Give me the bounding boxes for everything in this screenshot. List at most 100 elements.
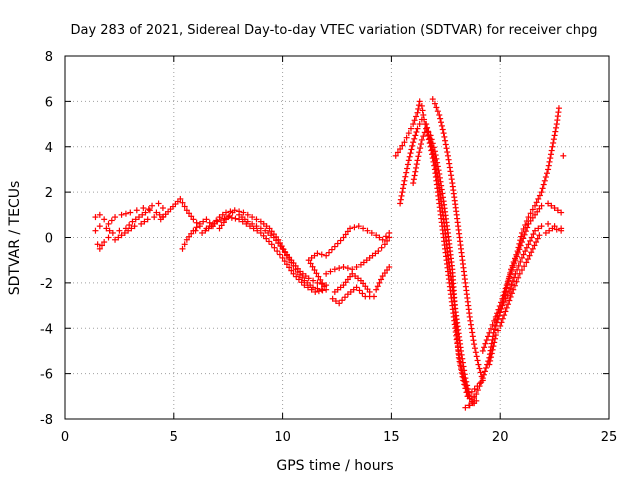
data-point: [317, 276, 324, 283]
data-point: [281, 258, 288, 265]
data-point: [276, 251, 283, 258]
data-point: [434, 163, 441, 170]
data-point: [219, 211, 226, 218]
data-point: [474, 357, 481, 364]
data-point: [476, 383, 483, 390]
data-point: [460, 377, 467, 384]
data-point: [414, 125, 421, 132]
data-point: [458, 351, 465, 358]
data-point: [520, 235, 527, 242]
data-point: [410, 121, 417, 128]
data-point: [479, 347, 486, 354]
data-point: [115, 234, 122, 241]
data-point: [403, 134, 410, 141]
data-point: [424, 124, 431, 131]
data-point: [312, 288, 319, 295]
data-point: [151, 214, 158, 221]
data-point: [360, 225, 367, 232]
data-point: [356, 287, 363, 294]
data-point: [409, 142, 416, 149]
data-point: [216, 225, 223, 232]
data-point: [399, 189, 406, 196]
data-point: [534, 235, 541, 242]
data-point: [553, 124, 560, 131]
data-point: [200, 218, 207, 225]
data-point: [549, 225, 556, 232]
data-point: [301, 282, 308, 289]
data-point: [446, 164, 453, 171]
data-point: [444, 152, 451, 159]
data-point: [531, 242, 538, 249]
data-point: [560, 152, 567, 159]
data-point: [473, 391, 480, 398]
data-point: [521, 231, 528, 238]
data-point: [386, 263, 393, 270]
data-point: [373, 232, 380, 239]
data-point: [420, 111, 427, 118]
data-point: [467, 317, 474, 324]
data-point: [374, 283, 381, 290]
data-point: [532, 211, 539, 218]
data-point: [340, 263, 347, 270]
chart-title: Day 283 of 2021, Sidereal Day-to-day VTE…: [70, 23, 597, 38]
data-point: [471, 394, 478, 401]
data-point: [459, 355, 466, 362]
data-point: [221, 215, 228, 222]
data-point: [203, 216, 210, 223]
data-point: [533, 239, 540, 246]
x-tick-label: 0: [61, 430, 69, 445]
data-point: [497, 305, 504, 312]
data-point: [96, 211, 103, 218]
data-point: [415, 153, 422, 160]
data-point: [92, 214, 99, 221]
data-point: [550, 136, 557, 143]
data-point: [193, 224, 200, 231]
data-point: [401, 177, 408, 184]
data-point: [405, 130, 412, 137]
data-point: [397, 196, 404, 203]
data-point: [527, 217, 534, 224]
data-point: [334, 240, 341, 247]
data-point: [217, 217, 224, 224]
data-point: [376, 279, 383, 286]
data-point: [298, 279, 305, 286]
data-point: [429, 96, 436, 103]
data-point: [440, 130, 447, 137]
data-point: [473, 353, 480, 360]
data-point: [419, 107, 426, 114]
data-point: [288, 267, 295, 274]
data-point: [444, 149, 451, 156]
data-point: [359, 290, 366, 297]
data-point: [482, 340, 489, 347]
data-point: [458, 366, 465, 373]
data-point: [485, 333, 492, 340]
data-point: [406, 153, 413, 160]
data-point: [546, 227, 553, 234]
data-point: [523, 259, 530, 266]
data-point: [418, 136, 425, 143]
data-point: [351, 224, 358, 231]
data-point: [533, 199, 540, 206]
data-point: [399, 142, 406, 149]
y-tick-label: -6: [40, 368, 53, 383]
y-tick-label: 4: [45, 141, 53, 156]
data-point: [529, 214, 536, 221]
data-point: [253, 216, 260, 223]
data-point: [116, 227, 123, 234]
data-point: [504, 292, 511, 299]
y-tick-label: -4: [40, 322, 53, 337]
data-point: [128, 225, 135, 232]
data-point: [125, 227, 132, 234]
data-point: [314, 250, 321, 257]
data-point: [413, 113, 420, 120]
data-point: [528, 249, 535, 256]
data-point: [283, 261, 290, 268]
data-point: [468, 398, 475, 405]
data-point: [145, 206, 152, 213]
data-point: [323, 286, 330, 293]
data-point: [505, 288, 512, 295]
data-point: [232, 215, 239, 222]
data-point: [378, 244, 385, 251]
data-point: [131, 223, 138, 230]
